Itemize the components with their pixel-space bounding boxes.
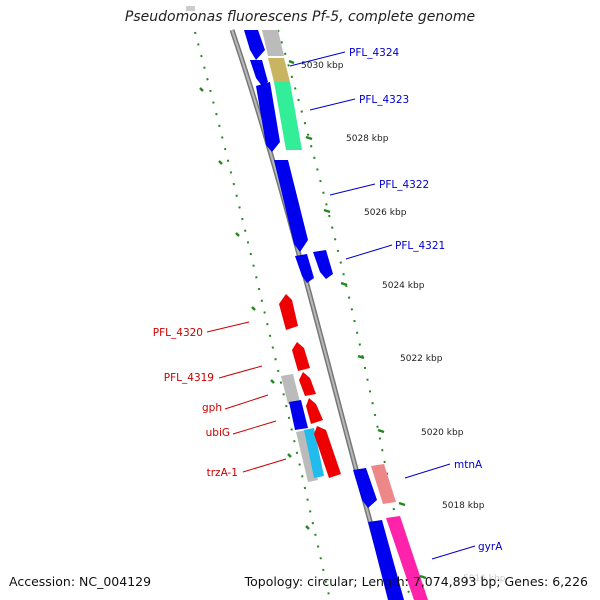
map-title: Pseudomonas fluorescens Pf-5, complete g… bbox=[124, 9, 476, 25]
forward-strand-genes bbox=[244, 30, 428, 600]
reverse-gene-label: ubiG bbox=[206, 427, 230, 439]
tick-label: 5026 kbp bbox=[364, 208, 407, 218]
genome-backbone bbox=[229, 29, 395, 600]
forward-gene-label: mtnA bbox=[454, 459, 483, 471]
forward-gene-label: PFL_4324 bbox=[349, 47, 400, 59]
tick-label: 5020 kbp bbox=[421, 428, 464, 438]
tick-label: 5022 kbp bbox=[400, 354, 443, 364]
gene-block-olive bbox=[268, 58, 290, 82]
gene-block-green bbox=[274, 82, 302, 150]
gene-arrow bbox=[256, 82, 280, 152]
tick-mark bbox=[419, 574, 427, 580]
gene-arrow-pfl4321 bbox=[313, 250, 333, 279]
tick-label: 5018 kbp bbox=[442, 501, 485, 511]
top-faint-segment bbox=[186, 6, 195, 11]
gene-arrow bbox=[368, 520, 404, 600]
gene-arrow bbox=[306, 398, 323, 424]
gene-block-grey bbox=[262, 30, 284, 56]
tick-mark bbox=[398, 501, 406, 507]
reverse-leader-lines bbox=[206, 321, 287, 473]
reverse-gene-label: PFL_4320 bbox=[153, 327, 203, 339]
gene-arrow-trza1 bbox=[314, 426, 341, 478]
reverse-gene-label: trzA-1 bbox=[207, 467, 238, 479]
reverse-strand-genes bbox=[279, 294, 341, 482]
gene-arrow-ubig bbox=[289, 400, 308, 430]
gene-arrow bbox=[353, 468, 377, 508]
gene-block-salmon bbox=[371, 464, 396, 504]
gene-arrow-pfl4322 bbox=[274, 160, 308, 252]
gene-arrow-gph bbox=[299, 372, 316, 396]
gene-arrow bbox=[295, 254, 314, 283]
reverse-gene-label: gph bbox=[202, 402, 222, 414]
forward-gene-labels: PFL_4324 PFL_4323 PFL_4322 PFL_4321 mtnA gyrA bbox=[349, 47, 503, 553]
gene-arrow-pfl4319 bbox=[292, 342, 310, 371]
tick-label: 5028 kbp bbox=[346, 134, 389, 144]
forward-gene-label: PFL_4322 bbox=[379, 179, 429, 191]
forward-gene-label: PFL_4321 bbox=[395, 240, 445, 252]
forward-gene-label: gyrA bbox=[478, 541, 503, 553]
tick-mark bbox=[357, 354, 365, 360]
gene-block-grey bbox=[281, 374, 300, 404]
tick-label: 5030 kbp bbox=[301, 61, 344, 71]
gene-arrow-pfl4320 bbox=[279, 294, 298, 330]
accession-text: Accession: NC_004129 bbox=[9, 574, 152, 589]
tick-mark bbox=[323, 208, 331, 214]
inner-dotted-track bbox=[194, 29, 411, 600]
gene-arrow bbox=[250, 60, 268, 86]
forward-leader-lines bbox=[289, 51, 476, 560]
genome-summary-text: Topology: circular; Length: 7,074,893 bp… bbox=[244, 574, 588, 589]
tick-mark bbox=[377, 428, 385, 434]
forward-gene-label: PFL_4323 bbox=[359, 94, 409, 106]
tick-label: 5024 kbp bbox=[382, 281, 425, 291]
inner-track-major-ticks bbox=[199, 87, 310, 530]
tick-mark bbox=[305, 135, 313, 141]
reverse-gene-label: PFL_4319 bbox=[164, 372, 214, 384]
tick-label: 5016 kbp bbox=[463, 574, 506, 584]
gene-block-cyan bbox=[304, 428, 324, 478]
gene-arrow bbox=[244, 30, 265, 60]
tick-mark bbox=[340, 281, 348, 287]
tick-mark bbox=[288, 59, 295, 65]
gene-block-pink bbox=[386, 516, 428, 600]
tick-labels: 5030 kbp 5028 kbp 5026 kbp 5024 kbp 5022 kbp… bbox=[288, 59, 506, 584]
